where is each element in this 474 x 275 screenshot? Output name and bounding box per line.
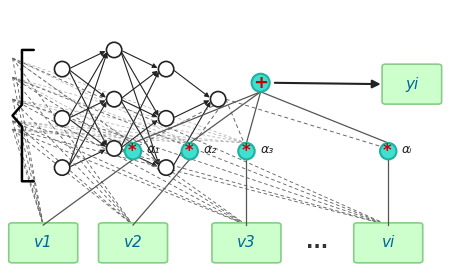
Ellipse shape bbox=[252, 74, 270, 92]
Text: yi: yi bbox=[405, 77, 419, 92]
Text: *: * bbox=[184, 142, 193, 160]
Ellipse shape bbox=[125, 143, 141, 160]
Text: α₂: α₂ bbox=[204, 143, 217, 156]
Text: α₃: α₃ bbox=[260, 143, 273, 156]
Text: αᵢ: αᵢ bbox=[402, 143, 413, 156]
Ellipse shape bbox=[158, 111, 174, 126]
Text: α₁: α₁ bbox=[147, 143, 160, 156]
Ellipse shape bbox=[210, 92, 226, 107]
Ellipse shape bbox=[107, 141, 122, 156]
Ellipse shape bbox=[107, 92, 122, 107]
Ellipse shape bbox=[158, 61, 174, 77]
Text: *: * bbox=[383, 142, 392, 160]
Text: *: * bbox=[128, 142, 137, 160]
FancyBboxPatch shape bbox=[354, 223, 423, 263]
FancyBboxPatch shape bbox=[99, 223, 167, 263]
Text: v2: v2 bbox=[124, 235, 142, 250]
FancyBboxPatch shape bbox=[9, 223, 78, 263]
Ellipse shape bbox=[238, 143, 255, 160]
Text: vi: vi bbox=[382, 235, 395, 250]
Ellipse shape bbox=[55, 61, 70, 77]
Ellipse shape bbox=[182, 143, 198, 160]
FancyBboxPatch shape bbox=[212, 223, 281, 263]
Text: v3: v3 bbox=[237, 235, 256, 250]
Ellipse shape bbox=[107, 42, 122, 57]
Text: ...: ... bbox=[306, 233, 328, 252]
Text: +: + bbox=[253, 74, 268, 92]
FancyBboxPatch shape bbox=[382, 64, 442, 104]
Text: v1: v1 bbox=[34, 235, 53, 250]
Text: *: * bbox=[241, 142, 250, 160]
Ellipse shape bbox=[158, 160, 174, 175]
Ellipse shape bbox=[55, 160, 70, 175]
Ellipse shape bbox=[55, 111, 70, 126]
Ellipse shape bbox=[380, 143, 396, 160]
